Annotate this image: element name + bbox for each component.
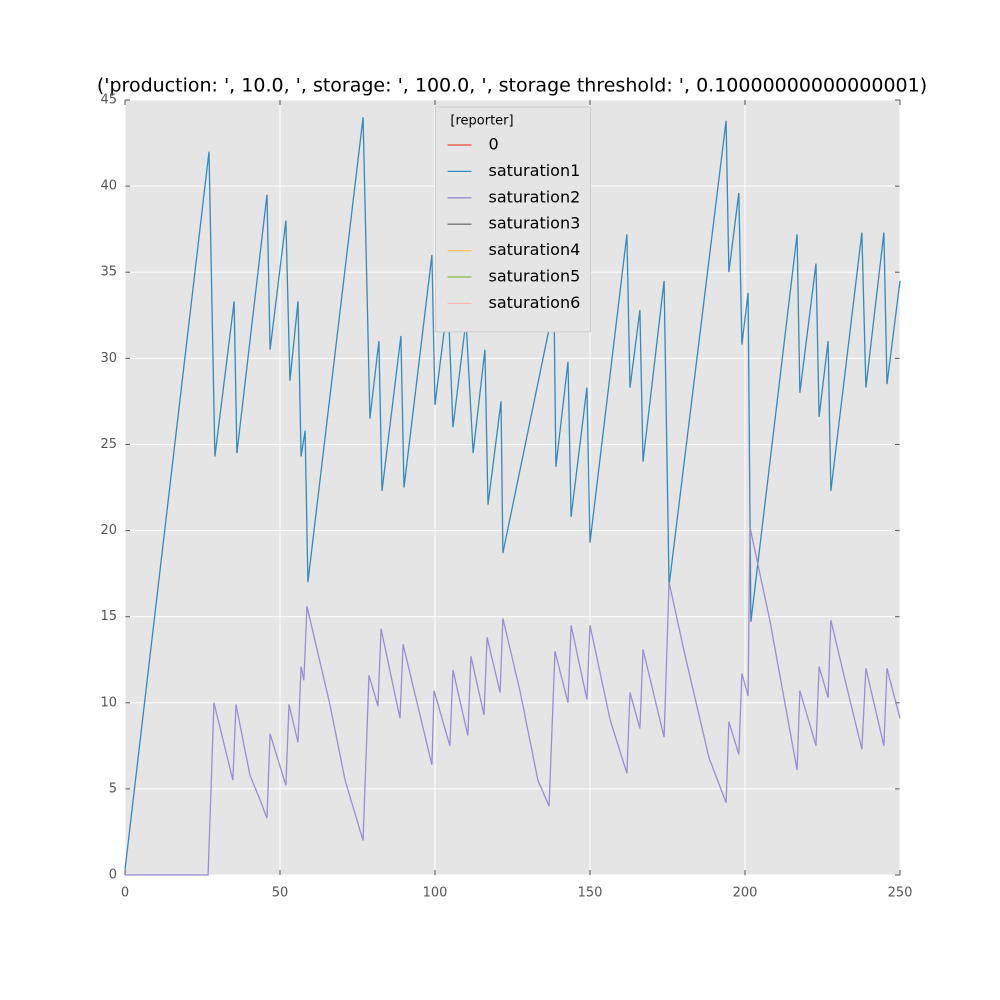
legend-label: saturation4 — [489, 240, 581, 259]
legend-label: saturation1 — [489, 161, 581, 180]
chart-title: ('production: ', 10.0, ', storage: ', 10… — [97, 75, 927, 97]
legend-label: saturation6 — [489, 293, 581, 312]
x-tick-label: 100 — [423, 886, 448, 901]
series-line — [124, 117, 901, 870]
y-tick-label: 30 — [100, 351, 117, 366]
y-tick-label: 40 — [100, 179, 117, 194]
y-tick-label: 45 — [100, 93, 117, 108]
series-line — [125, 526, 901, 876]
legend-label: saturation3 — [489, 214, 581, 233]
legend-label: saturation5 — [489, 267, 581, 286]
x-tick-label: 0 — [121, 886, 129, 901]
legend-title: [reporter] — [450, 114, 513, 129]
x-tick-label: 250 — [888, 886, 913, 901]
x-tick-label: 200 — [733, 886, 758, 901]
x-tick-label: 50 — [272, 886, 289, 901]
y-tick-label: 35 — [100, 265, 117, 280]
y-tick-label: 10 — [100, 695, 117, 710]
y-tick-label: 5 — [109, 781, 117, 796]
x-tick-label: 150 — [578, 886, 603, 901]
legend-label: 0 — [489, 135, 499, 154]
y-tick-label: 15 — [100, 609, 117, 624]
y-tick-label: 25 — [100, 437, 117, 452]
y-tick-label: 20 — [100, 523, 117, 538]
legend-label: saturation2 — [489, 187, 581, 206]
y-tick-label: 0 — [109, 868, 117, 883]
